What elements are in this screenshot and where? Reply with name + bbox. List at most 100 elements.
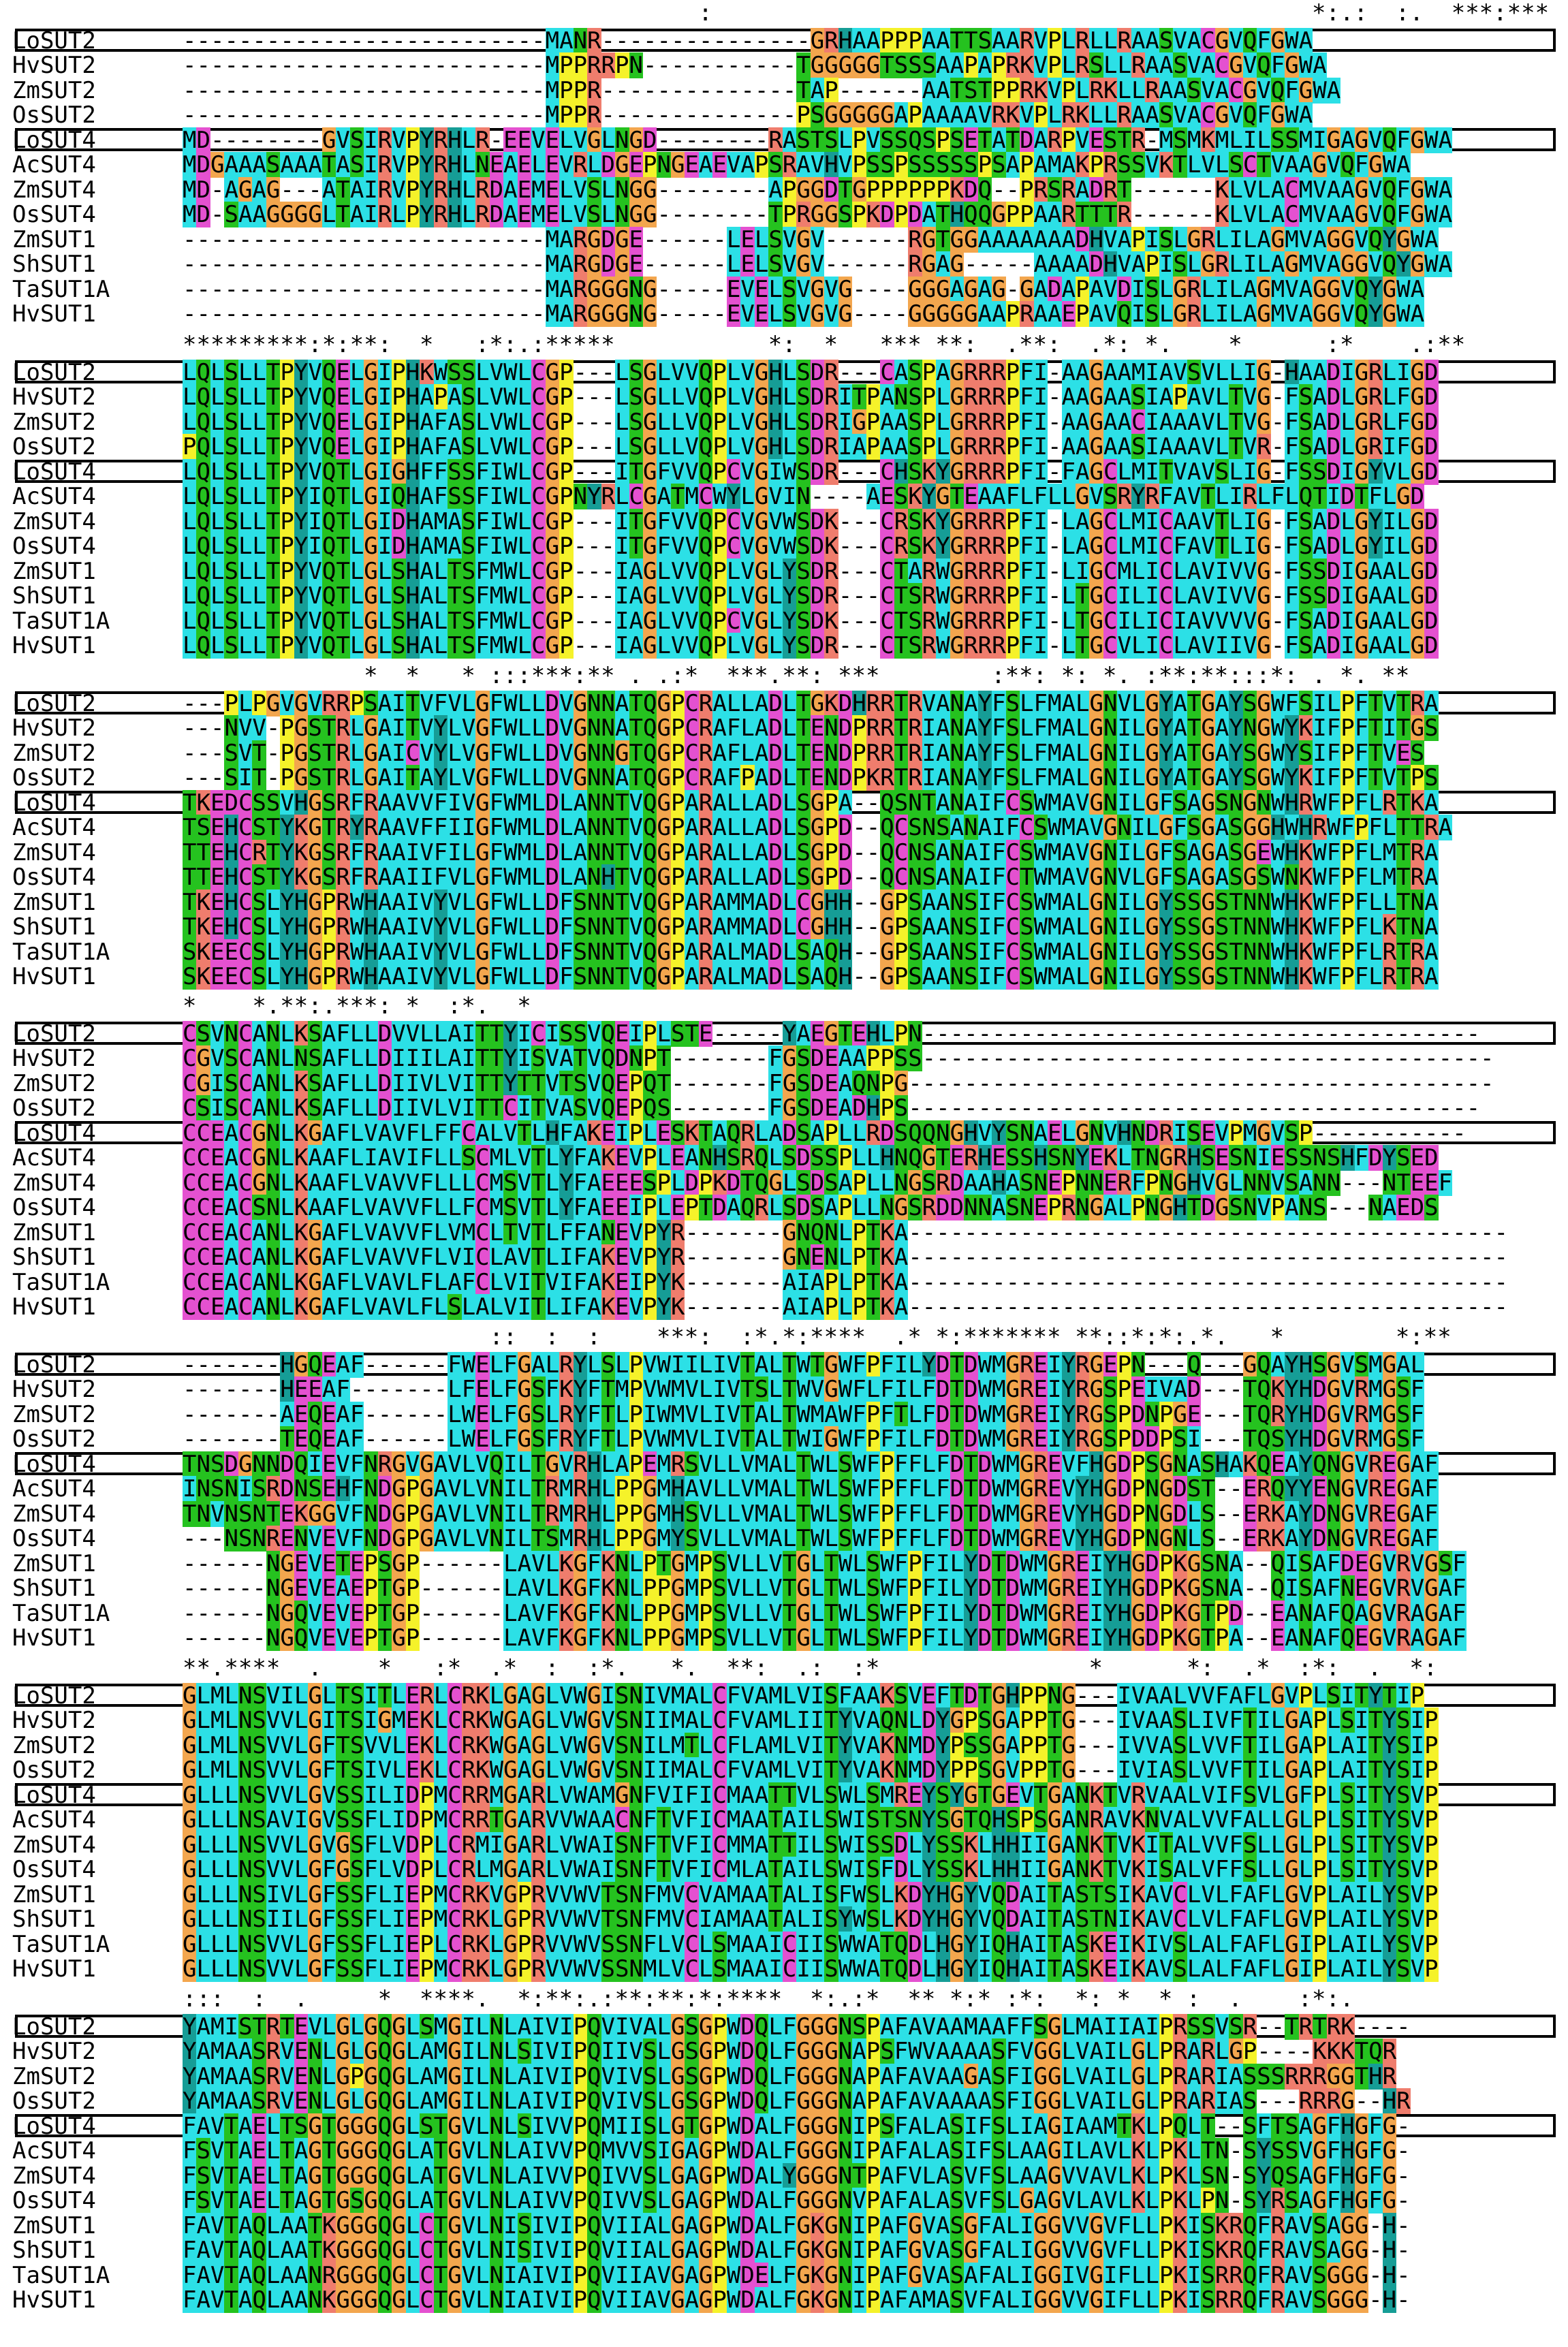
sequence-residues: -------HEEAF-------LFELFGSFKYFTMPVWMVLIV… — [183, 1376, 1425, 1402]
sequence-residues: MD--------GVSIRVPYRHLR-EEVELVGLNGD------… — [183, 127, 1453, 153]
sequence-name: OsSUT2 — [12, 2088, 96, 2114]
sequence-residues: FAVTAQLAATKGGGQGLCTGVLNISIVIPQVIIALGAGPW… — [183, 2237, 1411, 2263]
sequence-residues: GLLLNSIVLGFSSFLIEPMCRKVGPRVVWVTSNFMVCVAM… — [183, 1881, 1439, 1908]
multiple-sequence-alignment-figure: : *:.: :. ***:*** LoSUT2 -----------------… — [12, 0, 1558, 2347]
sequence-name: LoSUT4 — [12, 1120, 96, 1146]
sequence-name: OsSUT4 — [12, 202, 96, 227]
sequence-name: AcSUT4 — [12, 484, 96, 509]
sequence-residues: GLMLNSVVLGFTSVVLEKLCRKWGAGLVWGVSNILMTLCF… — [183, 1732, 1439, 1759]
sequence-name: LoSUT4 — [12, 789, 96, 816]
sequence-name: LoSUT4 — [12, 127, 96, 153]
sequence-residues: FSVTAELTAGTGGGQGLATGVLNLAIVVPQIVVSLGAGPW… — [183, 2162, 1411, 2189]
sequence-residues: ---SIT-PGSTRLGAITAYLVGFWLLDVGNNATQGPCRAF… — [183, 765, 1439, 791]
alignment-block: : *:.: :. ***:*** LoSUT2 -----------------… — [12, 0, 1558, 330]
sequence-name: ShSUT1 — [12, 251, 96, 277]
conservation-symbols: : *:.: :. ***:*** — [183, 0, 1550, 26]
sequence-residues: --------------------------MARGGGNG-----E… — [183, 276, 1425, 302]
sequence-residues: CCEACGNLKAAFLIAVIFLLSCMLVTLYFAKEVPLEANHS… — [183, 1145, 1439, 1171]
sequence-residues: ------NGEVETEPSGP------LAVLKGFKNLPTGMPSV… — [183, 1550, 1467, 1577]
sequence-residues: MDGAAASAAATASIRVPYRHLNEAELEVRLDGEPNGEAEV… — [183, 152, 1411, 178]
sequence-residues: LQLSLLTPYVQTLGLSHALTSFMWLCGP---IAGLVVQPL… — [183, 558, 1439, 584]
sequence-name: TaSUT1A — [12, 2262, 110, 2288]
conservation-symbols: * * * :::***:** . .:* ***.**: *** :**: *… — [183, 663, 1424, 689]
sequence-residues: GLLLNSAVIGVSSFLIDPMCRRTGARVVWAACNFTVFICM… — [183, 1807, 1439, 1833]
sequence-residues: TTEHCRTYKGSRFRAAIVFILGFWMLDLANNTVQGPARAL… — [183, 839, 1439, 866]
sequence-name: LoSUT2 — [12, 1351, 96, 1378]
sequence-residues: ---NSNRENVEVFNDGPGAVLVNILTSMRHLPPGMYSVLL… — [183, 1526, 1439, 1551]
sequence-residues: CCEACSNLKAAFLVAVVFLLFCMSVTLYFAEEIPLEPTDA… — [183, 1195, 1439, 1220]
sequence-residues: --------------------------MARGDGE------L… — [183, 226, 1439, 253]
sequence-name: ShSUT1 — [12, 2237, 96, 2263]
sequence-name: OsSUT4 — [12, 533, 96, 559]
sequence-name: ZmSUT4 — [12, 2162, 96, 2189]
sequence-name: ZmSUT2 — [12, 409, 96, 435]
sequence-name: HvSUT2 — [12, 715, 96, 741]
sequence-residues: LQLSLLTPYIQTLGIDHAMASFIWLCGP---ITGFVVQPC… — [183, 508, 1439, 535]
sequence-residues: FAVTAQLAATKGGGQGLCTGVLNISIVIPQVIIALGAGPW… — [183, 2212, 1411, 2239]
sequence-name: LoSUT2 — [12, 1682, 96, 1709]
sequence-name: HvSUT2 — [12, 1045, 96, 1071]
conservation-symbols: **.**** . * :* .* : :*. *. **: .: :* * *… — [183, 1655, 1438, 1681]
sequence-name: TaSUT1A — [12, 939, 110, 965]
sequence-name: OsSUT2 — [12, 434, 96, 460]
sequence-residues: CCEACANLKGAFLVAVVFLVICLAVTLIFAKEVPYR----… — [183, 1244, 1509, 1270]
sequence-residues: SKEECSLYHGPRWHAAIVYVLGFWLLDFSNNTVQGPARAL… — [183, 939, 1439, 965]
sequence-name: ZmSUT2 — [12, 1732, 96, 1759]
sequence-residues: LQLSLLTPYVQELGIPHAPASLVWLCGP---LSGLLVQPL… — [183, 384, 1439, 410]
sequence-name: ZmSUT4 — [12, 1831, 96, 1858]
sequence-residues: CCEACANLKGAFLVAVLFLSLALVITLIFAKEVPYK----… — [183, 1294, 1509, 1320]
sequence-name: ZmSUT1 — [12, 2212, 96, 2239]
sequence-residues: YAMAASRVENLGLGQGLAMGILNLAIVIPQVIVSLGSGPW… — [183, 2088, 1411, 2114]
sequence-name: ShSUT1 — [12, 1906, 96, 1932]
sequence-residues: GLMLNSVVLGITSIGMEKLCRKWGAGLVWGVSNIIMALCF… — [183, 1707, 1439, 1733]
highlight-box — [15, 28, 1556, 52]
alignment-block: * *.**:.***: * :*. * LoSUT2 CSVNCANLKSAFLL… — [12, 993, 1558, 1323]
sequence-name: TaSUT1A — [12, 1931, 110, 1957]
sequence-residues: TSEHCSTYKGTRYRAAVFFIIGFWMLDLANNTVQGPARAL… — [183, 815, 1453, 840]
sequence-name: LoSUT4 — [12, 2113, 96, 2139]
sequence-name: ZmSUT1 — [12, 226, 96, 253]
sequence-residues: FSVTAELTAGTGSGQGLATGVLNLAIVVPQIVVSLGAGPW… — [183, 2188, 1411, 2214]
sequence-name: AcSUT4 — [12, 815, 96, 840]
sequence-residues: -------AEQEAF------LWELFGSLRYFTLPIWMVLIV… — [183, 1401, 1425, 1428]
alignment-block: *********:*:**: * :*:.:***** *: * *** **… — [12, 332, 1558, 662]
sequence-name: ShSUT1 — [12, 1575, 96, 1601]
sequence-residues: GLLLNSIILGFSSFLIEPMCRKLGPRVVWVTSNFMVCIAM… — [183, 1906, 1439, 1932]
alignment-block: :: : : ***: :*.*:**** .* *:******* **::*… — [12, 1324, 1558, 1654]
sequence-name: TaSUT1A — [12, 1600, 110, 1626]
sequence-name: LoSUT4 — [12, 1451, 96, 1477]
sequence-residues: TKEDCSSVHGSRFRAAVVFIVGFWMLDLANNTVQGPARAL… — [183, 789, 1439, 816]
sequence-name: ShSUT1 — [12, 914, 96, 940]
sequence-residues: --------------------------MPPR----------… — [183, 102, 1313, 128]
sequence-name: HvSUT1 — [12, 1294, 96, 1320]
alignment-block: **.**** . * :* .* : :*. *. **: .: :* * *… — [12, 1655, 1558, 1985]
sequence-residues: FAVTAQLAANRGGGQGLCTGVLNIAIVIPQVIIAVGAGPW… — [183, 2262, 1411, 2288]
sequence-name: ShSUT1 — [12, 1244, 96, 1270]
sequence-name: AcSUT4 — [12, 2138, 96, 2164]
sequence-residues: GLLLNSVVLGFGSFLVDPLCRLMGARLVWAISNFTVFICM… — [183, 1857, 1439, 1883]
sequence-residues: --------------------------MANR----------… — [183, 27, 1313, 54]
sequence-residues: TTEHCSTYKGSRFRAAIIFVLGFWMLDLANHTVQGPARAL… — [183, 864, 1439, 890]
sequence-name: OsSUT4 — [12, 1526, 96, 1551]
sequence-residues: ---PLPGVGVRRPSAITVFVLGFWLLDVGNNATQGPCRAL… — [183, 690, 1439, 716]
sequence-residues: GLMLNSVILGLTSITLERLCRKLGAGLVWGISNIVMALCF… — [183, 1682, 1425, 1709]
sequence-name: LoSUT2 — [12, 690, 96, 716]
sequence-name: OsSUT4 — [12, 864, 96, 890]
alignment-block: ::: : . * ****. *:**:.:**:**:*:**** *:.:… — [12, 1986, 1558, 2316]
sequence-name: HvSUT2 — [12, 52, 96, 78]
sequence-residues: SKEECSLYHGPRWHAAIVYVLGFWLLDFSNNTVQGPARAL… — [183, 964, 1439, 990]
sequence-residues: LQLSLLTPYIQTLGIQHAFSSFIWLCGPNYRLCGATMCWY… — [183, 484, 1425, 509]
sequence-name: LoSUT4 — [12, 1782, 96, 1808]
sequence-name: AcSUT4 — [12, 1807, 96, 1833]
sequence-name: TaSUT1A — [12, 276, 110, 302]
conservation-symbols: ::: : . * ****. *:**:.:**:**:*:**** *:.:… — [183, 1986, 1354, 2012]
sequence-residues: LQLSLLTPYVQELGIPHAFASLVWLCGP---LSGLLVQPL… — [183, 409, 1439, 435]
sequence-residues: MD-AGAG---ATAIRVPYRHLRDAEMELVSLNGG------… — [183, 176, 1453, 203]
sequence-residues: LQLSLLTPYVQTLGLSHALTSFMWLCGP---IAGLVVQPL… — [183, 583, 1439, 609]
sequence-name: OsSUT4 — [12, 1195, 96, 1220]
sequence-residues: CGISCANLKSAFLLDIIVLVITTYTTVTSVQEPQT-----… — [183, 1070, 1494, 1097]
sequence-residues: ------NGQVEVEPTGP------LAVFKGFKNLPPGMPSV… — [183, 1625, 1467, 1651]
sequence-residues: YAMAASRVENLGPGQGLAMGILNLAIVIPQVIVSLGSGPW… — [183, 2063, 1397, 2090]
sequence-residues: GLMLNSVVLGFTSIVLEKLCRKWGAGLVWGVSNIIMALCF… — [183, 1757, 1439, 1783]
sequence-name: HvSUT2 — [12, 1707, 96, 1733]
